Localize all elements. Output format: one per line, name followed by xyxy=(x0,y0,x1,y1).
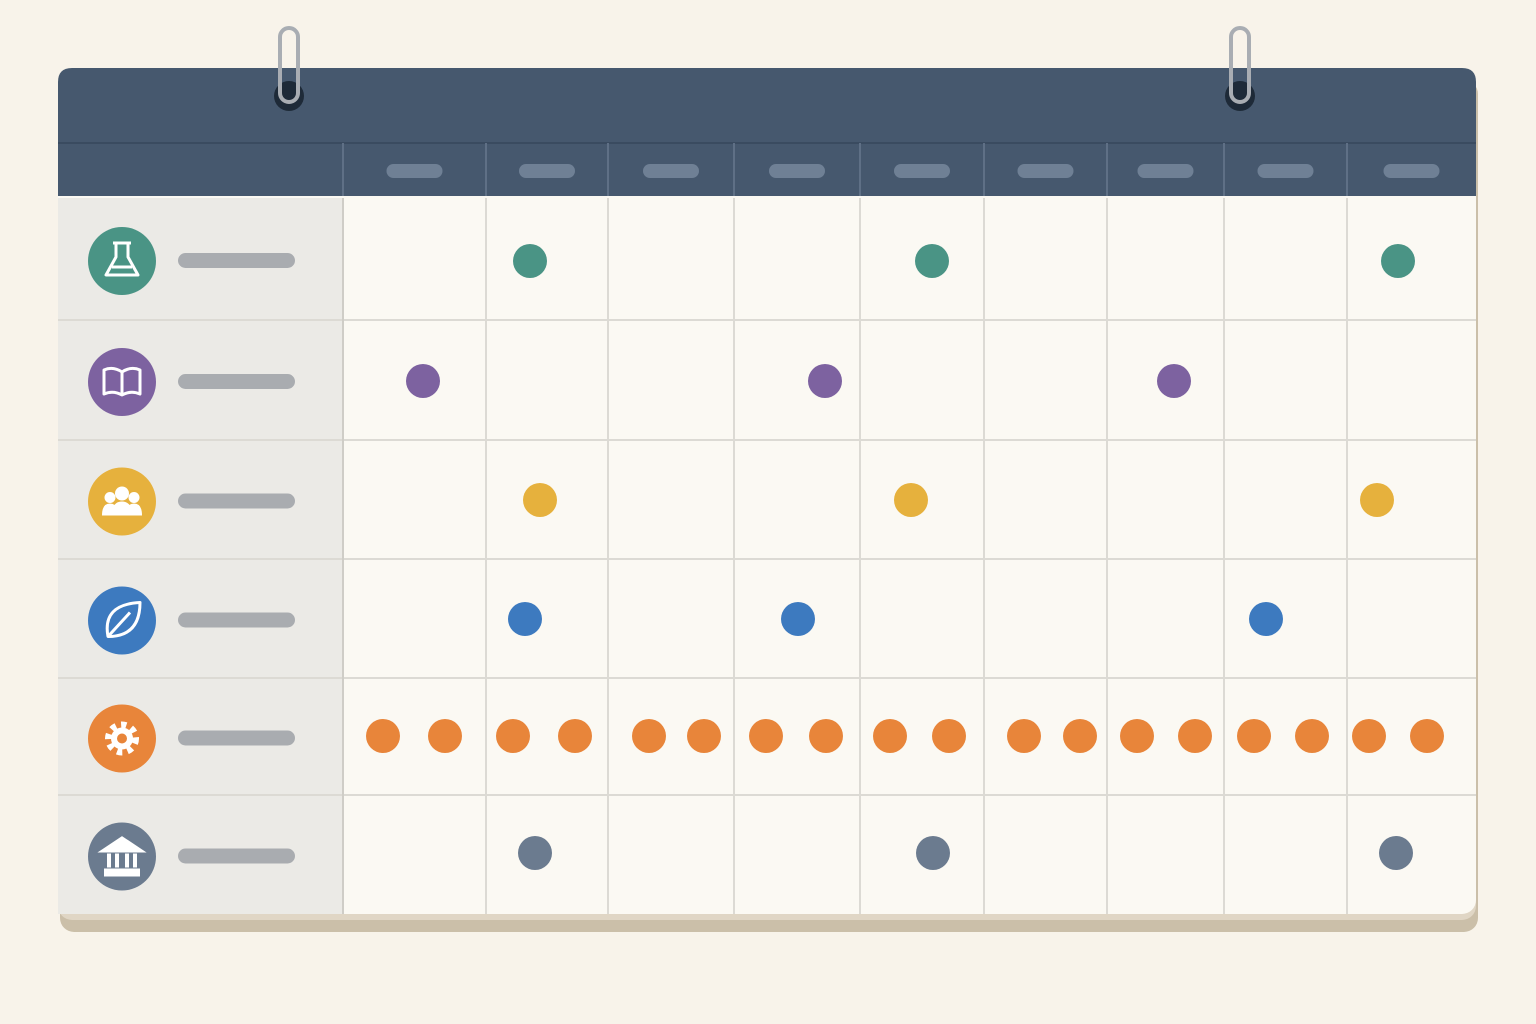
icon-book xyxy=(102,366,142,397)
icon-person xyxy=(128,492,140,503)
event-dot xyxy=(1178,719,1212,753)
event-dot xyxy=(1295,719,1329,753)
column-label-placeholder xyxy=(769,164,825,178)
events xyxy=(366,244,1444,870)
event-dot xyxy=(632,719,666,753)
icon-flask xyxy=(104,241,140,277)
column-label-placeholder xyxy=(519,164,575,178)
icon-leaf xyxy=(105,601,142,638)
event-dot xyxy=(915,244,949,278)
column-label-placeholder xyxy=(1257,164,1314,178)
event-dot xyxy=(406,364,440,398)
row-header-column xyxy=(58,198,343,914)
row-icon xyxy=(104,241,140,277)
event-dot xyxy=(1007,719,1041,753)
row-icon xyxy=(102,366,142,397)
event-dot xyxy=(366,719,400,753)
event-dot xyxy=(513,244,547,278)
row-icon xyxy=(102,486,142,516)
ring xyxy=(278,26,300,104)
row-icon-badge xyxy=(88,822,156,891)
row-icon xyxy=(97,836,147,877)
icon-people xyxy=(102,501,142,516)
event-dot xyxy=(1410,719,1444,753)
event-dot xyxy=(1063,719,1097,753)
icon-building xyxy=(97,836,147,877)
row-icon xyxy=(105,721,139,756)
event-dot xyxy=(523,483,557,517)
event-dot xyxy=(1381,244,1415,278)
row-headers xyxy=(88,227,295,891)
row-label-placeholder xyxy=(178,374,295,389)
event-dot xyxy=(1237,719,1271,753)
event-dot xyxy=(809,719,843,753)
icon-person xyxy=(104,492,116,503)
column-label-placeholder xyxy=(1017,164,1074,178)
event-dot xyxy=(1120,719,1154,753)
event-dot xyxy=(1157,364,1191,398)
event-dot xyxy=(428,719,462,753)
icon-gear xyxy=(105,721,139,756)
icon-person xyxy=(115,486,129,501)
event-dot xyxy=(894,483,928,517)
icon-gear-hole xyxy=(117,733,127,744)
ring xyxy=(1229,26,1251,104)
event-dot xyxy=(558,719,592,753)
event-dot xyxy=(687,719,721,753)
event-dot xyxy=(932,719,966,753)
event-dot xyxy=(808,364,842,398)
column-label-placeholder xyxy=(1383,164,1440,178)
row-label-placeholder xyxy=(178,612,295,628)
event-dot xyxy=(1379,836,1413,870)
event-dot xyxy=(508,602,542,636)
column-label-placeholder xyxy=(643,164,699,178)
column-label-placeholder xyxy=(386,164,443,178)
row-label-placeholder xyxy=(178,253,295,268)
event-dot xyxy=(916,836,950,870)
column-label-placeholder xyxy=(1137,164,1194,178)
grid xyxy=(58,143,1476,914)
event-dot xyxy=(781,602,815,636)
event-dot xyxy=(873,719,907,753)
row-label-placeholder xyxy=(178,730,295,746)
row-label-placeholder xyxy=(178,493,295,509)
event-dot xyxy=(1360,483,1394,517)
event-dot xyxy=(496,719,530,753)
row-icon xyxy=(105,601,142,638)
row-icon-badge xyxy=(88,227,156,295)
binder-rings xyxy=(274,26,1255,111)
event-dot xyxy=(518,836,552,870)
event-dot xyxy=(1352,719,1386,753)
event-dot xyxy=(1249,602,1283,636)
column-label-placeholder xyxy=(894,164,950,178)
card xyxy=(58,68,1476,914)
event-dot xyxy=(749,719,783,753)
row-label-placeholder xyxy=(178,848,295,864)
